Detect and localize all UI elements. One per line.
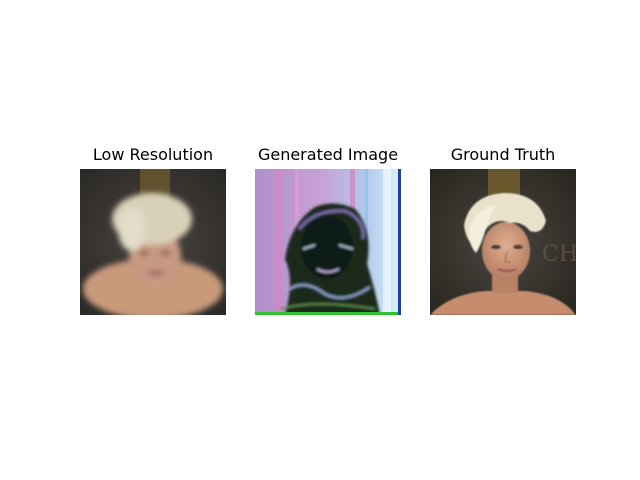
generated-image [255,169,401,315]
panel-title: Low Resolution [92,145,214,164]
panel-title: Ground Truth [450,145,556,164]
panel-ground-truth: Ground Truth CH [430,144,576,315]
panel-title: Generated Image [257,145,399,164]
ground-truth-image: CH [430,169,576,315]
panel-low-resolution: Low Resolution [80,144,226,315]
panel-generated-image: Generated Image [255,144,401,315]
low-resolution-image [80,169,226,315]
svg-text:CH: CH [542,242,576,267]
